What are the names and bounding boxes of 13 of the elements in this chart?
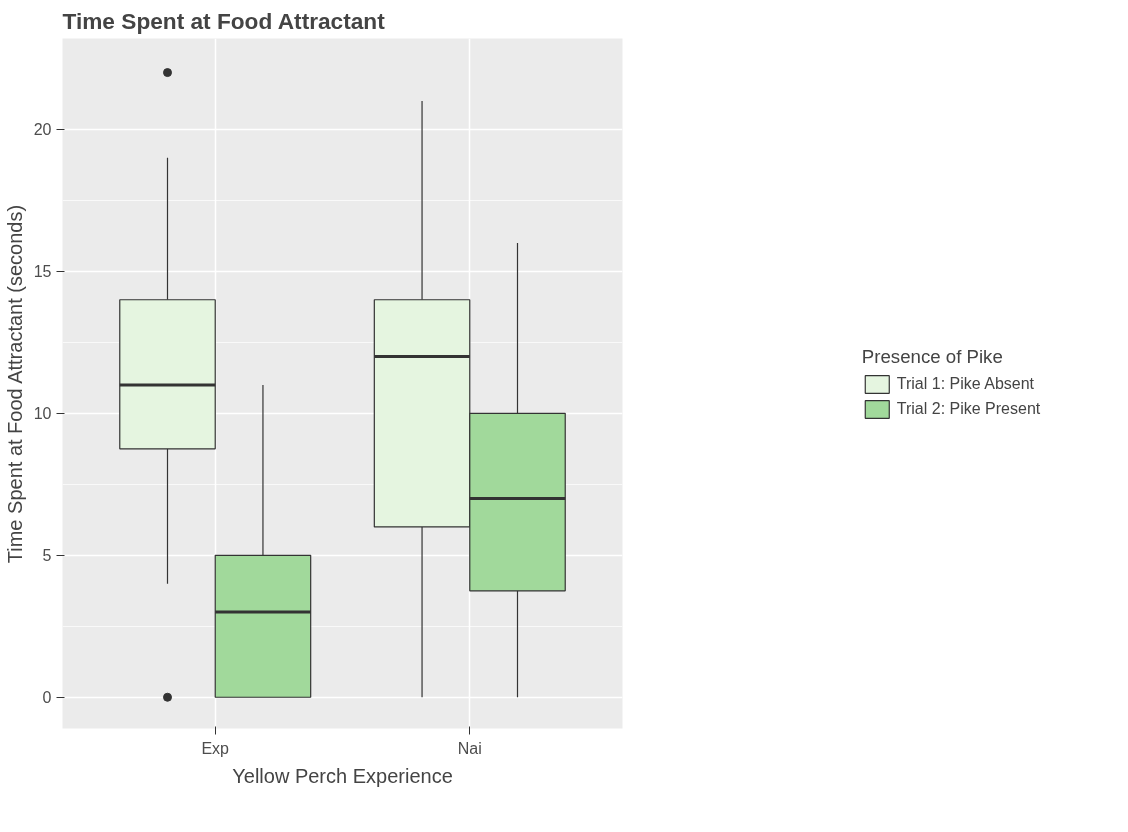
legend-title: Presence of Pike: [861, 346, 1004, 368]
x-tick-label: Nai: [457, 739, 482, 757]
y-tick-label: 0: [42, 689, 52, 707]
y-tick-label: 20: [33, 121, 52, 139]
y-axis-title: Time Spent at Food Attractant (seconds): [3, 204, 26, 564]
y-tick-label: 10: [33, 405, 52, 423]
y-tick-label: 5: [42, 547, 52, 565]
chart-title: Time Spent at Food Attractant: [62, 7, 386, 34]
x-axis-title: Yellow Perch Experience: [232, 764, 453, 787]
legend-label: Trial 1: Pike Absent: [896, 375, 1035, 393]
y-tick-label: 15: [33, 263, 52, 281]
x-tick-label: Exp: [201, 739, 230, 757]
legend-label: Trial 2: Pike Present: [896, 400, 1041, 418]
